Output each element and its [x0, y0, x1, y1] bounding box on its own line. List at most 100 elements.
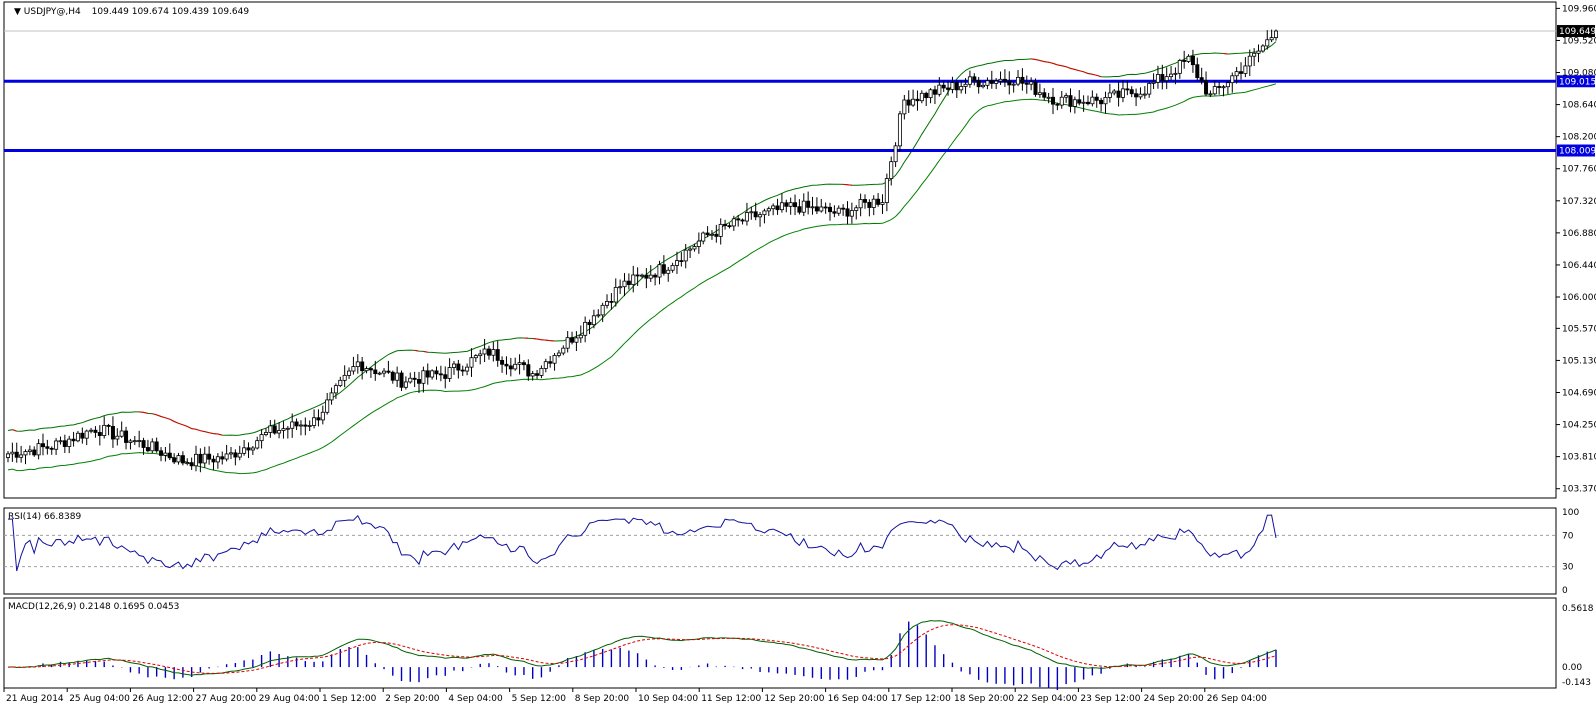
bull-candle [1173, 72, 1178, 75]
bull-candle [766, 208, 771, 212]
macd-signal-line [8, 624, 1277, 674]
bear-candle [93, 429, 98, 433]
bull-candle [836, 207, 841, 214]
bear-candle [814, 206, 819, 212]
bull-candle [596, 314, 601, 317]
bull-candle [1120, 88, 1125, 98]
bull-candle [281, 428, 286, 431]
bull-candle [731, 218, 736, 227]
bull-candle [1037, 92, 1042, 95]
bull-candle [268, 425, 273, 433]
bear-candle [1134, 93, 1139, 98]
time-tick-label: 24 Sep 20:00 [1144, 694, 1204, 704]
bear-candle [198, 453, 203, 464]
price-tick-label: 103.810 [1562, 453, 1596, 463]
price-tick-label: 109.080 [1562, 69, 1596, 79]
bull-candle [10, 451, 15, 455]
main-panel[interactable] [3, 1, 1557, 499]
bull-candle [1260, 45, 1265, 52]
rsi-panel[interactable] [3, 507, 1557, 595]
bull-candle [75, 432, 80, 442]
bull-candle [185, 462, 190, 465]
bull-candle [1147, 83, 1152, 95]
rsi-level-label: 100 [1562, 508, 1579, 518]
bear-candle [1033, 81, 1038, 95]
bear-candle [438, 373, 443, 376]
time-tick-label: 2 Sep 20:00 [385, 694, 440, 704]
bull-candle [1107, 92, 1112, 98]
bull-candle [583, 321, 588, 336]
bear-candle [399, 372, 404, 388]
bull-candle [928, 89, 933, 99]
macd-level-label: 0.5618 [1562, 604, 1594, 614]
time-axis: 21 Aug 2014 25 Aug 04:00 26 Aug 12:00 27 Au… [3, 688, 1267, 704]
bull-candle [578, 334, 583, 339]
time-tick-label: 16 Sep 04:00 [828, 694, 888, 704]
bull-candle [1247, 55, 1252, 67]
bull-candle [1011, 83, 1016, 86]
bull-candle [1155, 74, 1160, 83]
bear-candle [172, 457, 177, 463]
bear-candle [1042, 92, 1047, 98]
bull-candle [902, 99, 907, 115]
bear-candle [412, 377, 417, 380]
price-axis: 109.960 109.520 109.080 108.640 108.200 107.7… [1556, 4, 1596, 495]
bull-candle [709, 233, 714, 236]
price-tick-label: 108.640 [1562, 101, 1596, 111]
bear-candle [233, 452, 238, 458]
bull-candle [1230, 75, 1235, 84]
horizontal-lines[interactable]: 109.649 109.015 108.009 [4, 25, 1596, 157]
bull-candle [250, 447, 255, 451]
bull-candle [539, 368, 544, 376]
macd-indicator: 0.5618 0.00 -0.143 [7, 604, 1594, 691]
bear-candle [989, 80, 994, 84]
time-tick-label: 26 Aug 12:00 [132, 694, 193, 704]
price-tick-label: 104.250 [1562, 421, 1596, 431]
price-tick-label: 106.880 [1562, 229, 1596, 239]
bear-candle [535, 373, 540, 376]
bear-candle [915, 98, 920, 102]
bull-candle [771, 205, 776, 210]
bear-candle [456, 363, 461, 371]
macd-panel[interactable] [3, 597, 1557, 689]
bear-candle [1182, 60, 1187, 62]
bull-candle [871, 198, 876, 208]
bull-candle [889, 161, 894, 179]
bear-candle [587, 321, 592, 326]
price-tick-label: 108.200 [1562, 133, 1596, 143]
bear-candle [609, 301, 614, 303]
bull-candle [482, 348, 487, 355]
bear-candle [460, 369, 465, 372]
bull-candle [565, 337, 570, 349]
bear-candle [727, 225, 732, 228]
bear-candle [316, 417, 321, 421]
bull-candle [788, 202, 793, 207]
bull-candle [561, 347, 566, 354]
bull-candle [58, 440, 63, 443]
bull-candle [591, 315, 596, 326]
bull-candle [1208, 93, 1213, 96]
bear-candle [867, 201, 872, 208]
time-tick-label: 8 Sep 20:00 [575, 694, 630, 704]
time-tick-label: 26 Sep 04:00 [1207, 694, 1267, 704]
bear-candle [45, 446, 50, 449]
bull-candle [618, 286, 623, 289]
time-tick-label: 21 Aug 2014 [6, 694, 64, 704]
bear-candle [714, 233, 719, 237]
bear-candle [145, 447, 150, 452]
bear-candle [508, 365, 513, 370]
bull-candle [469, 357, 474, 368]
bull-candle [1064, 95, 1069, 98]
bull-candle [688, 248, 693, 251]
rsi-indicator: 100 70 30 0 [4, 508, 1579, 596]
bull-candle [237, 452, 242, 458]
bear-candle [653, 274, 658, 278]
bull-candle [998, 78, 1003, 82]
bull-candle [67, 438, 72, 447]
bull-candle [1112, 90, 1117, 94]
bull-candle [574, 337, 579, 343]
bull-candle [1103, 97, 1108, 105]
bull-candle [1138, 93, 1143, 98]
bear-candle [1020, 76, 1025, 84]
